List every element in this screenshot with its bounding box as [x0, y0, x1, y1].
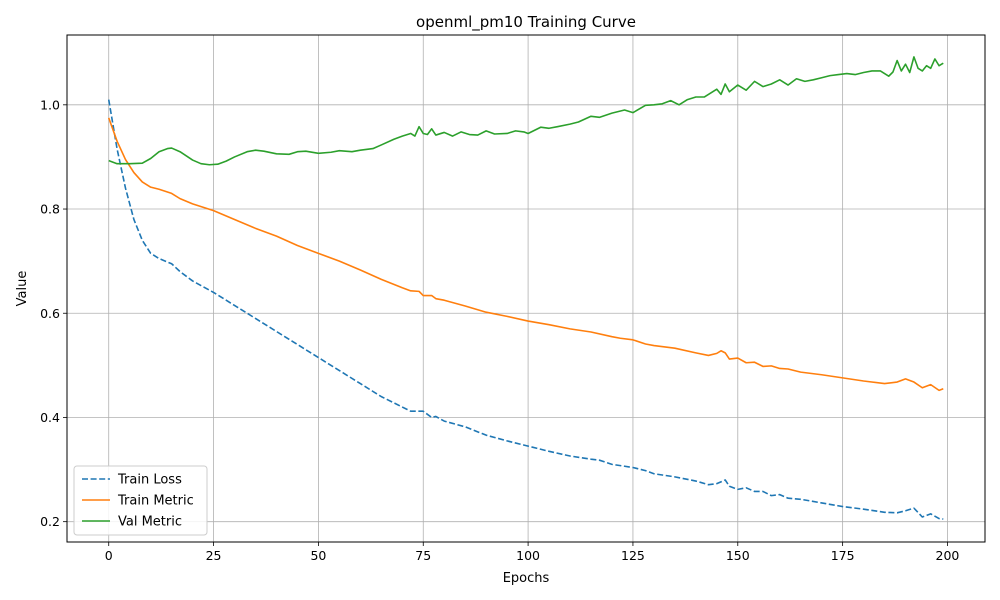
axis-ticks: 0 25 50 75 100 125 150 175 200 0.2 0.4 0.6 0.8 1.0 [40, 97, 959, 563]
legend-label: Val Metric [118, 515, 182, 530]
y-tick-label: 0.8 [40, 202, 60, 217]
legend: Train Loss Train Metric Val Metric [73, 465, 208, 536]
y-tick-label: 0.2 [40, 514, 60, 529]
y-axis-label: Value [15, 271, 30, 307]
x-tick-label: 100 [516, 548, 540, 563]
x-tick-label: 175 [831, 548, 855, 563]
x-axis-label: Epochs [503, 571, 550, 586]
series-lines [107, 56, 944, 520]
grid [67, 35, 985, 542]
x-tick-label: 25 [206, 548, 222, 563]
x-tick-label: 50 [310, 548, 326, 563]
series-line-val-metric [108, 56, 944, 166]
x-tick-label: 150 [726, 548, 750, 563]
x-tick-label: 125 [621, 548, 645, 563]
y-tick-label: 0.6 [40, 306, 60, 321]
legend-label: Train Metric [117, 494, 194, 509]
series-line-train-metric [107, 117, 944, 392]
chart-title: openml_pm10 Training Curve [416, 13, 636, 32]
y-tick-label: 0.4 [40, 410, 60, 425]
legend-box [73, 465, 208, 536]
y-tick-label: 1.0 [40, 97, 60, 112]
x-tick-label: 75 [415, 548, 431, 563]
x-tick-label: 0 [105, 548, 113, 563]
x-tick-label: 200 [936, 548, 960, 563]
legend-label: Train Loss [117, 473, 182, 488]
plot-frame [66, 34, 986, 543]
